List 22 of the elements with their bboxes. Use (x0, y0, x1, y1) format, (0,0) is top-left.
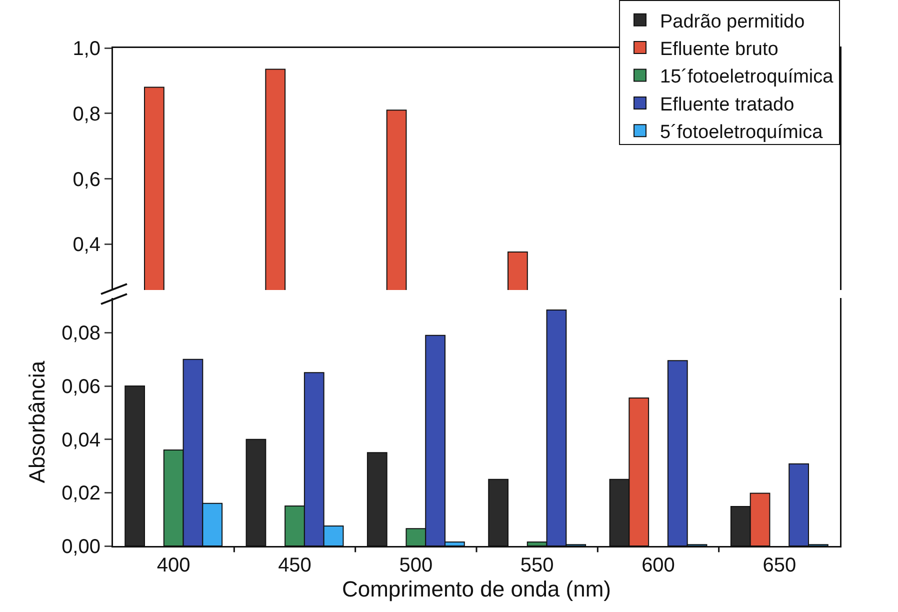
legend-label: Padrão permitido (660, 11, 805, 32)
legend-label: Efluente bruto (660, 38, 778, 60)
y-tick-label: 0,08 (62, 322, 100, 345)
x-tick-label: 450 (278, 554, 312, 576)
x-tick-label: 600 (642, 554, 675, 576)
y-tick-label: 1,0 (72, 38, 100, 60)
y-tick-label: 0,6 (72, 168, 100, 191)
x-tick-label: 500 (399, 554, 433, 576)
y-tick-label: 0,8 (72, 103, 100, 126)
y-tick-label: 0,04 (62, 429, 100, 452)
legend-label: 15´fotoeletroquímica (660, 66, 834, 88)
y-axis-title: Absorbância (24, 360, 50, 484)
legend-label: Efluente tratado (660, 94, 794, 116)
y-tick-label: 0,06 (62, 376, 100, 398)
x-tick-label: 400 (156, 554, 190, 576)
x-tick-label: 650 (762, 554, 796, 576)
y-tick-label: 0,00 (62, 536, 100, 558)
y-tick-label: 0,4 (72, 234, 100, 256)
y-tick-label: 0,02 (62, 482, 100, 505)
legend-label: 5´fotoeletroquímica (660, 122, 824, 144)
x-tick-label: 550 (520, 554, 554, 576)
x-axis-title: Comprimento de onda (nm) (342, 576, 612, 602)
